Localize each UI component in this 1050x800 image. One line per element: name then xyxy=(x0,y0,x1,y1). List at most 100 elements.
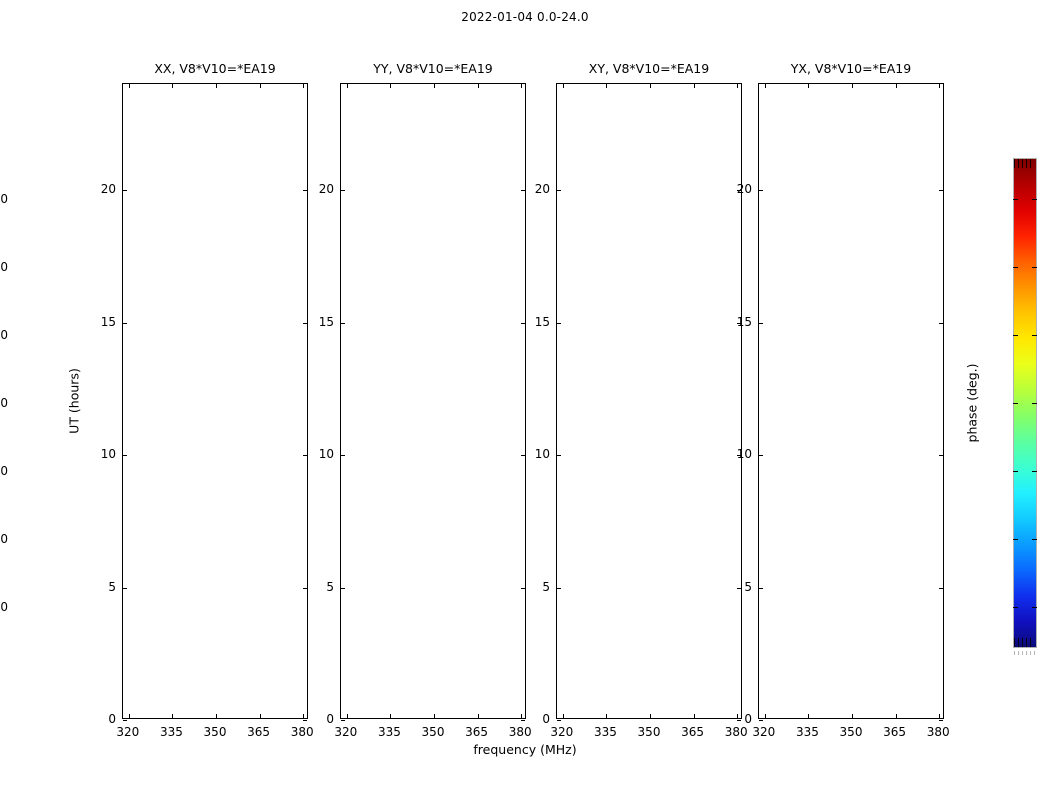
y-tick xyxy=(123,587,127,589)
x-tick xyxy=(346,714,348,718)
x-tick xyxy=(939,714,941,718)
x-tick-label: 350 xyxy=(839,725,863,739)
x-tick-label: 365 xyxy=(465,725,489,739)
colorbar-tick xyxy=(1032,266,1037,268)
y-tick xyxy=(123,322,127,324)
y-tick-right xyxy=(939,720,943,721)
y-tick xyxy=(759,587,763,589)
x-tick-label: 335 xyxy=(159,725,183,739)
y-tick xyxy=(759,720,763,721)
x-tick xyxy=(895,714,897,718)
x-tick xyxy=(477,714,479,718)
colorbar-tick xyxy=(1032,198,1037,200)
y-tick xyxy=(557,190,561,191)
y-tick xyxy=(557,720,561,721)
x-tick-label: 320 xyxy=(752,725,776,739)
y-tick xyxy=(557,587,561,589)
y-tick-right xyxy=(737,587,741,589)
y-tick-right xyxy=(303,322,307,324)
x-tick-label: 335 xyxy=(377,725,401,739)
x-tick xyxy=(562,714,564,718)
y-tick-label: 5 xyxy=(326,579,334,594)
y-tick-right xyxy=(737,720,741,721)
x-tick-label: 320 xyxy=(334,725,358,739)
y-tick-label: 15 xyxy=(100,314,116,329)
colorbar-tick-left xyxy=(1013,198,1018,200)
y-tick xyxy=(341,455,345,456)
x-tick-top xyxy=(521,84,523,88)
y-tick-label: 10 xyxy=(534,447,550,461)
y-tick-label: 20 xyxy=(736,182,752,196)
x-tick xyxy=(303,714,305,718)
x-tick-top xyxy=(128,84,130,88)
x-tick-top xyxy=(606,84,608,88)
x-tick-top xyxy=(216,84,217,88)
colorbar-tick-label: 0 xyxy=(0,396,8,410)
y-tick-right xyxy=(939,190,943,191)
plot-panel-1: YY, V8*V10=*EA19 xyxy=(340,61,526,721)
y-tick-right xyxy=(521,720,525,721)
x-tick-top xyxy=(852,84,853,88)
x-tick xyxy=(606,714,608,718)
y-tick xyxy=(341,190,345,191)
x-tick-label: 365 xyxy=(883,725,907,739)
y-tick-label: 10 xyxy=(736,447,752,461)
x-tick xyxy=(737,714,739,718)
colorbar-tick-left xyxy=(1013,266,1018,268)
y-tick-right xyxy=(303,190,307,191)
x-tick-top xyxy=(172,84,174,88)
panel-title-3: YX, V8*V10=*EA19 xyxy=(790,61,912,76)
x-tick-label: 380 xyxy=(724,725,748,739)
y-tick-right xyxy=(303,720,307,721)
x-tick-label: 380 xyxy=(290,725,314,739)
x-tick-label: 380 xyxy=(508,725,532,739)
colorbar-tick-left xyxy=(1013,607,1018,609)
y-tick-label: 10 xyxy=(318,447,334,461)
x-tick xyxy=(521,714,523,718)
x-tick-top xyxy=(808,84,810,88)
x-tick-label: 350 xyxy=(421,725,445,739)
y-tick-right xyxy=(303,587,307,589)
x-tick-label: 365 xyxy=(247,725,271,739)
x-tick-top xyxy=(650,84,651,88)
y-tick-label: 15 xyxy=(534,314,550,329)
y-tick-label: 15 xyxy=(736,314,752,329)
colorbar-under-hatch-icon xyxy=(1014,638,1034,647)
y-tick xyxy=(759,322,763,324)
colorbar-tick-left xyxy=(1013,471,1018,473)
y-tick xyxy=(123,455,127,456)
colorbar-tick-label: −100 xyxy=(0,532,8,547)
y-tick-right xyxy=(939,322,943,324)
colorbar-tick-label: 100 xyxy=(0,259,8,274)
x-tick xyxy=(764,714,766,718)
x-tick-label: 335 xyxy=(593,725,617,739)
y-tick-label: 0 xyxy=(744,712,752,726)
y-tick xyxy=(759,190,763,191)
y-tick xyxy=(123,720,127,721)
colorbar-tick xyxy=(1032,607,1037,609)
y-axis-label: UT (hours) xyxy=(66,368,82,434)
x-tick-top xyxy=(346,84,348,88)
y-tick-label: 0 xyxy=(108,712,116,726)
colorbar-tick xyxy=(1032,539,1037,541)
y-tick xyxy=(557,322,561,324)
colorbar-label: phase (deg.) xyxy=(964,363,980,443)
x-tick xyxy=(693,714,695,718)
y-tick-right xyxy=(939,455,943,456)
x-tick-top xyxy=(737,84,739,88)
panel-title-1: YY, V8*V10=*EA19 xyxy=(373,61,493,76)
y-tick-label: 10 xyxy=(100,447,116,461)
x-tick-top xyxy=(895,84,897,88)
x-tick-top xyxy=(939,84,941,88)
y-tick-right xyxy=(737,190,741,191)
colorbar-tick xyxy=(1032,403,1037,404)
x-tick-label: 350 xyxy=(203,725,227,739)
x-tick-top xyxy=(259,84,261,88)
x-tick-top xyxy=(303,84,305,88)
x-tick-label: 350 xyxy=(637,725,661,739)
y-tick xyxy=(341,322,345,324)
panel-title-2: XY, V8*V10=*EA19 xyxy=(588,61,710,76)
x-tick xyxy=(259,714,261,718)
x-tick xyxy=(434,714,435,718)
colorbar-tick-left xyxy=(1013,334,1018,336)
